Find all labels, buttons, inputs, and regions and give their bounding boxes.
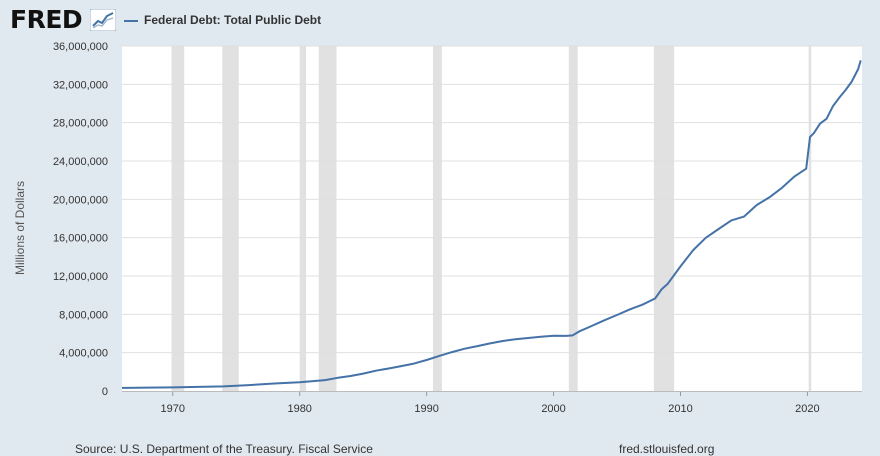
recession-band-3 <box>318 46 337 391</box>
x-tick-label-1: 1980 <box>287 403 311 415</box>
y-tick-label-5: 20,000,000 <box>53 194 108 206</box>
y-tick-label-2: 8,000,000 <box>59 309 108 321</box>
y-tick-label-3: 12,000,000 <box>53 271 108 283</box>
fred-logo: FRED <box>10 5 83 34</box>
x-axis-ticks: 1970 1980 1990 2000 2010 2020 <box>122 391 862 415</box>
source-note: Source: U.S. Department of the Treasury.… <box>75 442 373 456</box>
legend-label[interactable]: Federal Debt: Total Public Debt <box>144 13 322 27</box>
recession-band-2 <box>299 46 307 391</box>
series-line-0[interactable] <box>121 60 862 389</box>
y-tick-label-0: 0 <box>102 386 108 398</box>
recession-band-1 <box>222 46 239 391</box>
y-axis-title: Millions of Dollars <box>13 181 27 275</box>
x-tick-label-2: 1990 <box>414 403 438 415</box>
x-tick-label-3: 2000 <box>541 403 565 415</box>
chart-footer: Source: U.S. Department of the Treasury.… <box>0 440 880 456</box>
recession-band-0 <box>171 46 185 391</box>
y-tick-label-9: 36,000,000 <box>53 41 108 53</box>
x-tick-label-0: 1970 <box>161 403 185 415</box>
chart-header: FRED Federal Debt: Total Public Debt <box>0 0 880 40</box>
x-tick-label-5: 2020 <box>795 403 819 415</box>
graph-line-icon <box>90 9 116 31</box>
recession-band-6 <box>653 46 675 391</box>
line-chart: 0 4,000,000 8,000,000 12,000,000 16,000,000 2… <box>13 41 862 415</box>
y-tick-label-8: 32,000,000 <box>53 79 108 91</box>
x-tick-label-4: 2010 <box>668 403 692 415</box>
recession-band-5 <box>568 46 578 391</box>
grid-lines <box>122 45 862 354</box>
recession-bands <box>171 46 812 391</box>
y-tick-label-1: 4,000,000 <box>59 348 108 360</box>
legend-swatch <box>124 20 138 22</box>
series-lines <box>121 60 862 389</box>
site-link[interactable]: fred.stlouisfed.org <box>619 442 715 456</box>
y-tick-label-7: 28,000,000 <box>53 118 108 130</box>
y-tick-label-4: 16,000,000 <box>53 233 108 245</box>
y-tick-label-6: 24,000,000 <box>53 156 108 168</box>
recession-band-4 <box>432 46 442 391</box>
y-axis-ticks: 0 4,000,000 8,000,000 12,000,000 16,000,000 2… <box>53 41 108 398</box>
recession-band-7 <box>808 46 812 391</box>
